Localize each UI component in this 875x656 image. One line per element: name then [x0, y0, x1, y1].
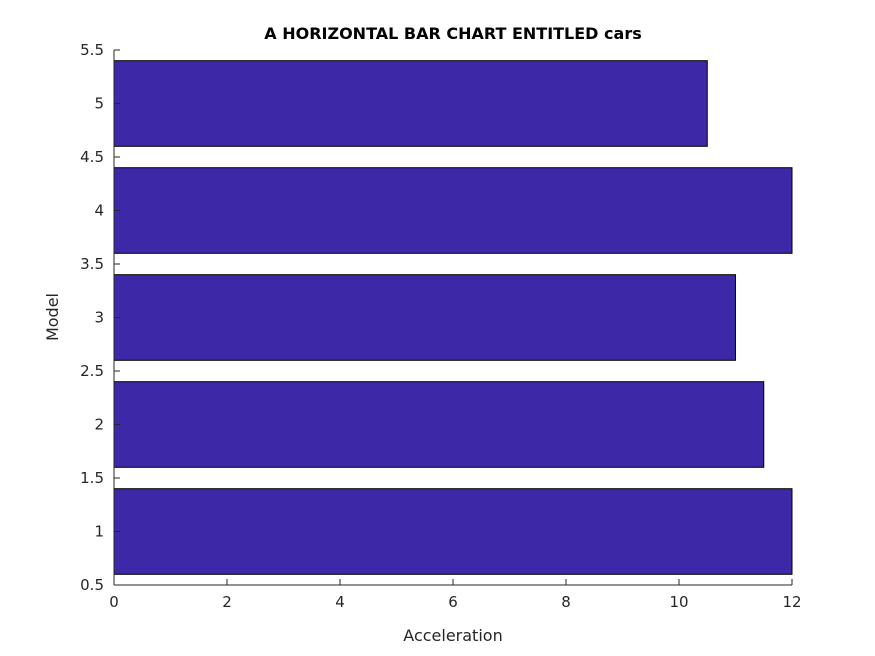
bars — [113, 60, 793, 575]
y-axis-label: Model — [43, 293, 62, 341]
y-tick-label: 1 — [94, 523, 104, 541]
y-tick-label: 5.5 — [80, 41, 104, 59]
y-tick-label: 4 — [94, 202, 104, 220]
bar-model-2 — [113, 381, 765, 468]
y-tick-label: 2 — [94, 416, 104, 434]
x-tick-label: 10 — [669, 593, 688, 611]
x-tick-label: 4 — [335, 593, 345, 611]
chart-title: A HORIZONTAL BAR CHART ENTITLED cars — [264, 24, 641, 43]
x-tick-label: 8 — [561, 593, 571, 611]
y-tick-label: 5 — [94, 95, 104, 113]
y-tick-label: 4.5 — [80, 148, 104, 166]
x-tick-label: 2 — [222, 593, 232, 611]
x-tick-label: 12 — [782, 593, 801, 611]
x-tick-label: 6 — [448, 593, 458, 611]
bar-model-5 — [113, 60, 708, 147]
x-ticks: 0 2 4 6 8 10 12 — [109, 579, 802, 611]
x-tick-label: 0 — [109, 593, 119, 611]
y-tick-label: 1.5 — [80, 469, 104, 487]
bar-model-4 — [113, 167, 793, 254]
x-axis-label: Acceleration — [403, 626, 502, 645]
y-ticks: 0.5 1 1.5 2 2.5 3 3.5 4 4.5 5 5.5 — [80, 41, 120, 594]
bar-model-1 — [113, 488, 793, 575]
bar-model-3 — [113, 274, 736, 361]
y-tick-label: 3.5 — [80, 255, 104, 273]
y-tick-label: 2.5 — [80, 362, 104, 380]
y-tick-label: 0.5 — [80, 576, 104, 594]
y-tick-label: 3 — [94, 309, 104, 327]
